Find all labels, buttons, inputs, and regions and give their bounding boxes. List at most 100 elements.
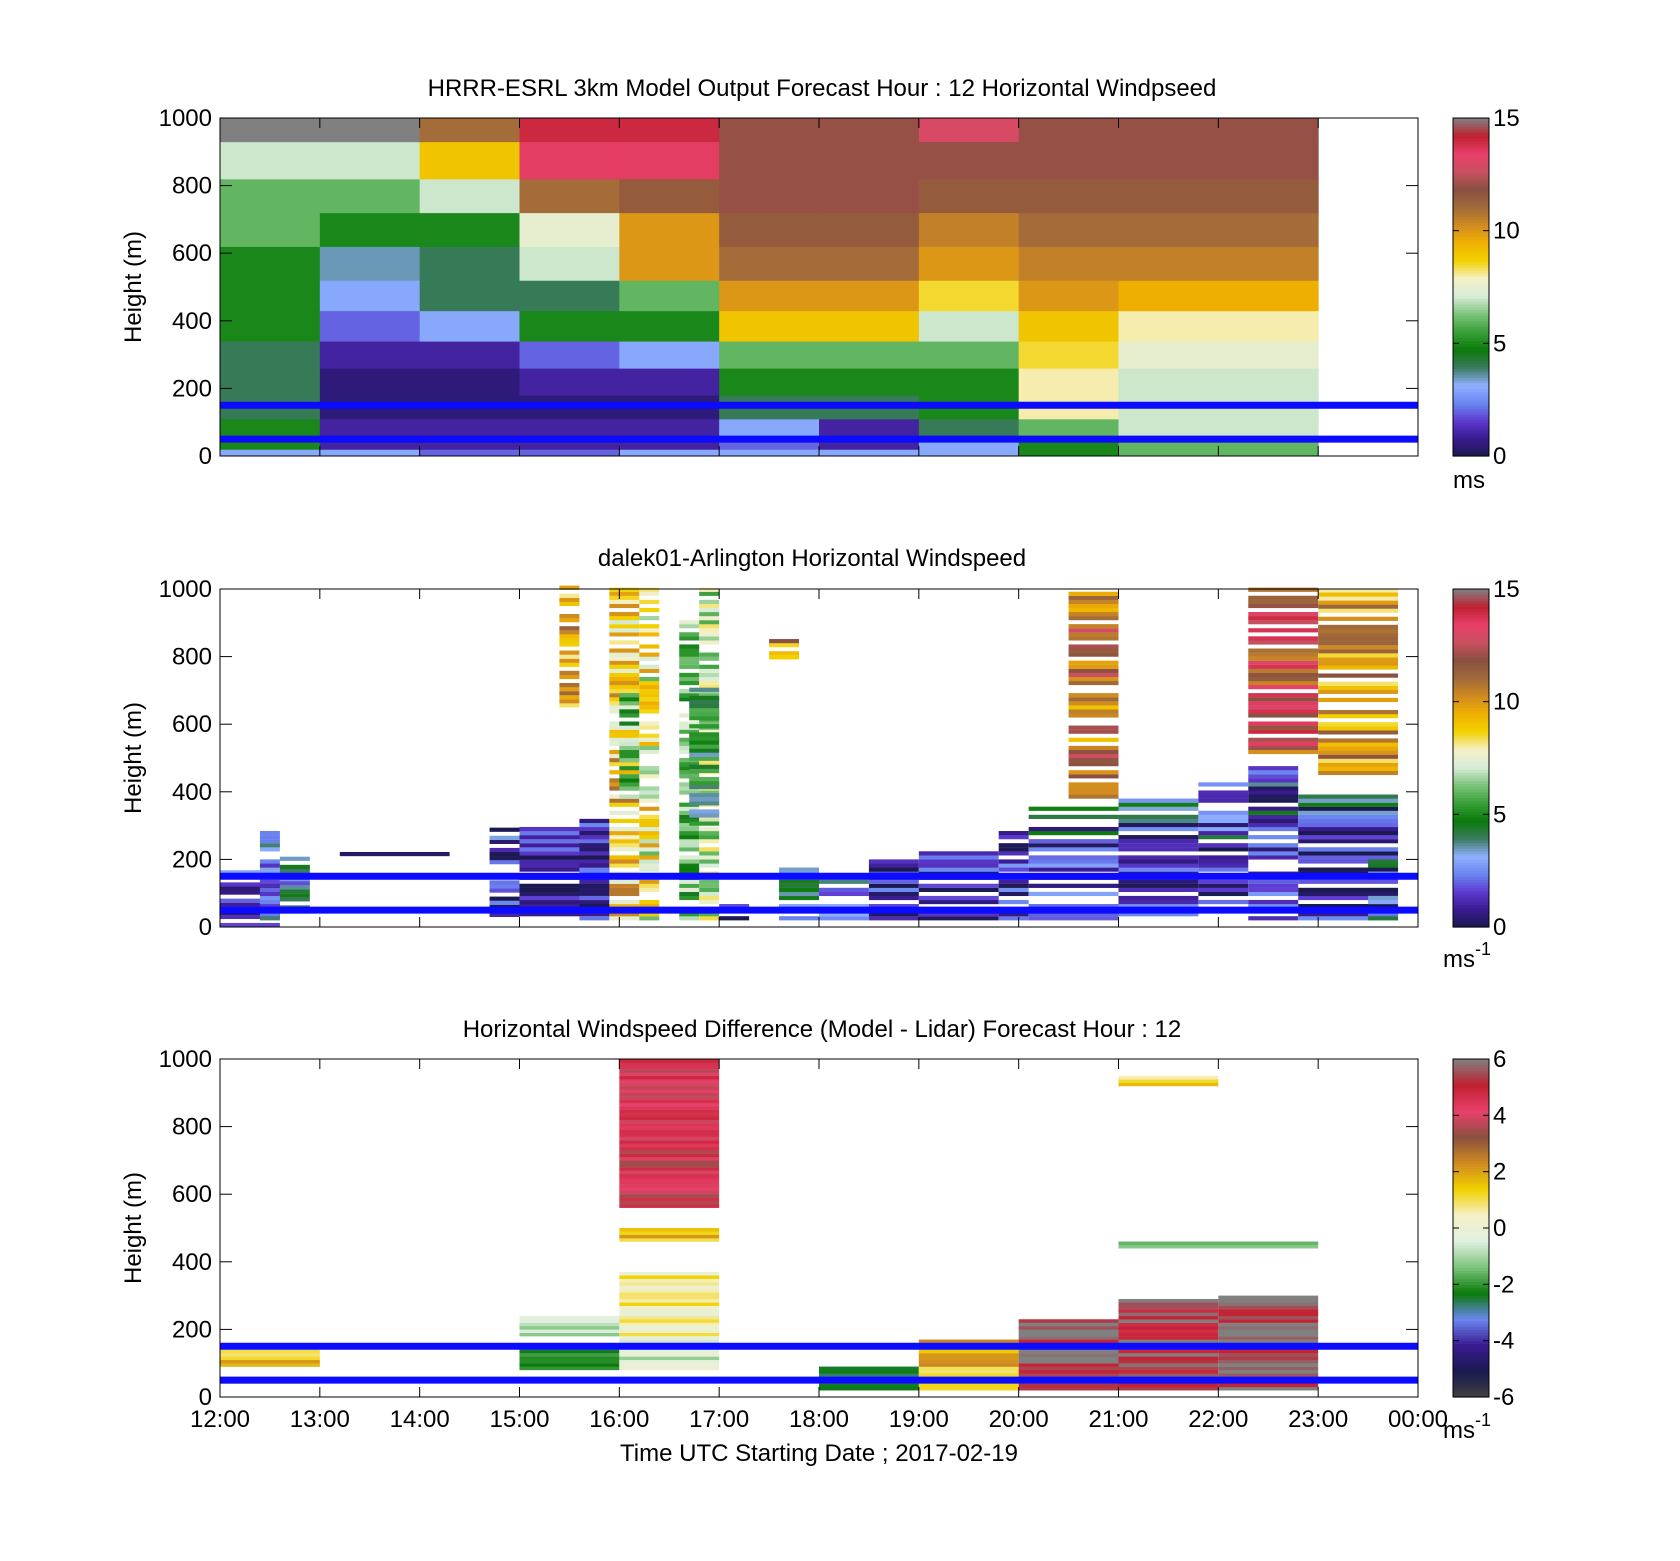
heatmap-cell	[1018, 1373, 1119, 1377]
panel3-title: Horizontal Windspeed Difference (Model -…	[463, 1016, 1182, 1043]
colorbar-segment	[1453, 1368, 1489, 1373]
colorbar-segment	[1453, 1166, 1489, 1170]
heatmap-cell	[1318, 645, 1399, 650]
heatmap-cell	[619, 1089, 720, 1094]
heatmap-cell	[918, 1369, 1019, 1374]
colorbar-segment	[1453, 879, 1489, 883]
colorbar-segment	[1453, 391, 1489, 395]
heatmap-cell	[1028, 806, 1119, 811]
heatmap-cell	[1198, 814, 1249, 819]
heatmap-cell	[819, 418, 920, 440]
heatmap-cell	[1118, 843, 1199, 848]
heatmap-cell	[639, 616, 660, 621]
heatmap-cell	[1028, 916, 1119, 921]
heatmap-cell	[819, 178, 920, 214]
heatmap-cell	[609, 705, 640, 710]
heatmap-cell	[519, 843, 610, 848]
heatmap-cell	[220, 1349, 320, 1354]
colorbar-segment	[1453, 1374, 1489, 1378]
heatmap-cell	[639, 684, 660, 690]
heatmap-cell	[220, 246, 321, 281]
heatmap-cell	[1018, 1329, 1119, 1333]
heatmap-cell	[619, 1319, 720, 1323]
colorbar-segment	[1453, 126, 1489, 130]
colorbar-segment	[1453, 205, 1489, 209]
heatmap-cell	[819, 891, 869, 897]
heatmap-cell	[1068, 758, 1119, 763]
colorbar-segment	[1453, 1394, 1489, 1398]
heatmap-cell	[918, 851, 999, 856]
heatmap-cell	[1248, 676, 1319, 682]
heatmap-cell	[1218, 1305, 1319, 1310]
colorbar-segment	[1453, 788, 1489, 793]
heatmap-cell	[868, 879, 919, 884]
colorbar-segment	[1453, 1160, 1489, 1164]
heatmap-cell	[699, 616, 720, 621]
heatmap-cell	[679, 855, 700, 860]
colorbar-segment	[1453, 1258, 1489, 1263]
y-tick-label: 400	[172, 308, 212, 335]
heatmap-cell	[1198, 831, 1249, 836]
heatmap-cell	[639, 794, 660, 799]
colorbar-segment	[1453, 236, 1489, 240]
heatmap-cell	[319, 310, 421, 342]
heatmap-cell	[1298, 806, 1399, 811]
heatmap-cell	[689, 695, 720, 701]
heatmap-cell	[679, 652, 700, 657]
colorbar-segment	[1453, 191, 1489, 195]
colorbar-tick-label: -2	[1493, 1271, 1514, 1298]
heatmap-cell	[519, 449, 620, 457]
colorbar-segment	[1453, 681, 1489, 686]
colorbar-segment	[1453, 1135, 1489, 1139]
heatmap-cell	[609, 689, 640, 694]
colorbar-segment	[1453, 118, 1489, 122]
colorbar-segment	[1453, 817, 1489, 821]
heatmap-cell	[619, 1129, 720, 1134]
heatmap-cell	[489, 900, 520, 905]
heatmap-cell	[1218, 1383, 1319, 1388]
heatmap-cell	[619, 1200, 720, 1205]
colorbar-segment	[1453, 264, 1489, 268]
heatmap-cell	[998, 916, 1029, 921]
colorbar-segment	[1453, 1197, 1489, 1201]
colorbar-segment	[1453, 132, 1489, 136]
heatmap-cell	[619, 1123, 720, 1127]
heatmap-cell	[689, 785, 720, 790]
heatmap-cell	[998, 835, 1029, 840]
heatmap-cell	[689, 699, 720, 705]
heatmap-cell	[519, 310, 620, 342]
heatmap-cell	[619, 418, 720, 440]
y-tick-label: 800	[172, 644, 212, 671]
colorbar-segment	[1453, 402, 1489, 406]
heatmap-cell	[1118, 1329, 1219, 1333]
heatmap-cell	[319, 368, 421, 396]
heatmap-cell	[319, 439, 421, 450]
heatmap-cell	[689, 744, 720, 749]
x-tick-label: 16:00	[589, 1406, 649, 1433]
colorbar-segment	[1453, 447, 1489, 451]
colorbar-segment	[1453, 140, 1489, 144]
heatmap-cell	[1248, 668, 1319, 673]
heatmap-cell	[1218, 439, 1319, 450]
heatmap-cell	[1218, 1302, 1319, 1306]
colorbar-segment	[1453, 828, 1489, 832]
y-tick-label: 600	[172, 240, 212, 267]
heatmap-cell	[220, 890, 280, 895]
colorbar-segment	[1453, 315, 1489, 319]
colorbar-segment	[1453, 1225, 1489, 1229]
colorbar-segment	[1453, 836, 1489, 841]
heatmap-cell	[639, 912, 660, 917]
y-tick-label: 1000	[159, 105, 212, 132]
colorbar-segment	[1453, 1089, 1489, 1094]
colorbar-segment	[1453, 839, 1489, 844]
heatmap-cell	[519, 863, 610, 868]
heatmap-cell	[868, 867, 919, 872]
heatmap-cell	[1068, 713, 1119, 718]
heatmap-cell	[918, 141, 1020, 180]
heatmap-cell	[559, 691, 580, 696]
heatmap-cell	[1118, 1373, 1219, 1377]
colorbar-frame	[1452, 588, 1490, 928]
colorbar-segment	[1453, 803, 1489, 807]
heatmap-cell	[609, 883, 640, 888]
colorbar-segment	[1453, 433, 1489, 437]
